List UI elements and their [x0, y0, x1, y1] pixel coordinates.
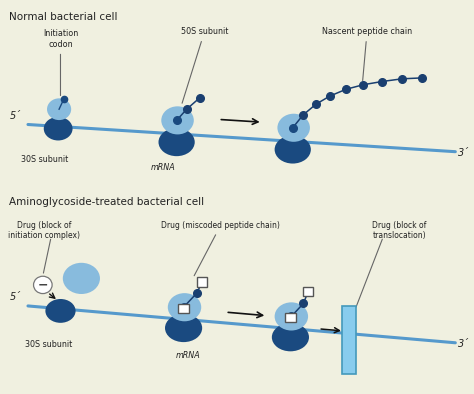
Text: Nascent peptide chain: Nascent peptide chain [322, 27, 412, 81]
Text: 30S subunit: 30S subunit [25, 340, 73, 349]
Ellipse shape [46, 299, 75, 323]
Text: 3´: 3´ [457, 339, 469, 349]
Ellipse shape [44, 117, 73, 141]
Ellipse shape [161, 106, 194, 134]
FancyBboxPatch shape [303, 287, 313, 297]
Text: 50S subunit: 50S subunit [181, 27, 228, 103]
FancyBboxPatch shape [342, 307, 356, 374]
Ellipse shape [274, 302, 308, 331]
Text: Drug (block of
initiation complex): Drug (block of initiation complex) [8, 221, 80, 240]
Text: mRNA: mRNA [176, 351, 201, 360]
Text: 30S subunit: 30S subunit [20, 154, 68, 164]
Text: Drug (miscoded peptide chain): Drug (miscoded peptide chain) [161, 221, 280, 276]
Ellipse shape [272, 323, 309, 351]
Text: 5´: 5´ [10, 111, 21, 121]
FancyBboxPatch shape [197, 277, 207, 287]
Ellipse shape [168, 293, 201, 321]
Text: 5´: 5´ [10, 292, 21, 303]
Text: 3´: 3´ [457, 148, 469, 158]
Ellipse shape [158, 128, 195, 156]
Text: −: − [37, 279, 48, 292]
FancyBboxPatch shape [179, 304, 189, 313]
FancyBboxPatch shape [285, 313, 295, 323]
Circle shape [34, 276, 52, 294]
Ellipse shape [165, 314, 202, 342]
Ellipse shape [63, 263, 100, 294]
Text: Aminoglycoside-treated bacterial cell: Aminoglycoside-treated bacterial cell [9, 197, 205, 207]
Ellipse shape [277, 114, 310, 142]
Ellipse shape [274, 136, 311, 164]
Text: Normal bacterial cell: Normal bacterial cell [9, 12, 118, 22]
Ellipse shape [47, 98, 71, 120]
Text: Drug (block of
translocation): Drug (block of translocation) [373, 221, 427, 240]
Text: Initiation
codon: Initiation codon [43, 29, 78, 96]
Text: mRNA: mRNA [150, 164, 175, 173]
